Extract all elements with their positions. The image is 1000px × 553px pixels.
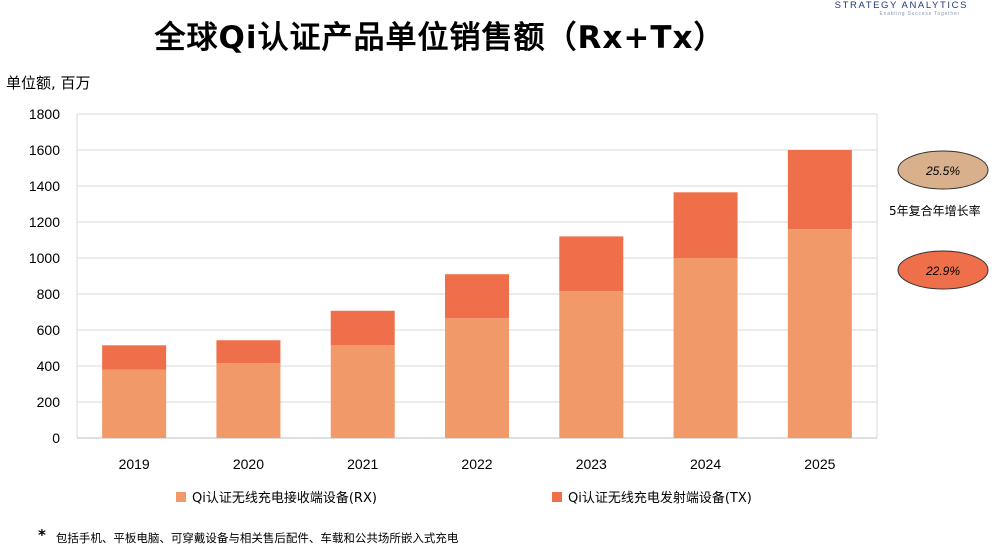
legend-item-tx: Qi认证无线充电发射端设备(TX): [552, 487, 752, 506]
cagr-value-rx: 25.5%: [925, 164, 960, 178]
y-tick-label: 1400: [29, 178, 60, 194]
bar-segment-tx: [559, 236, 624, 292]
legend-swatch-tx: [552, 491, 562, 502]
x-tick-label: 2019: [119, 456, 150, 472]
footnote: * 包括手机、平板电脑、可穿戴设备与相关售后配件、车载和公共场所嵌入式充电: [38, 526, 459, 546]
x-tick-label: 2025: [804, 456, 835, 472]
x-tick-label: 2022: [461, 456, 492, 472]
bar-segment-rx: [216, 363, 281, 438]
bar-segment-rx: [330, 345, 395, 438]
bar-segment-tx: [787, 150, 852, 230]
legend-swatch-rx: [176, 491, 186, 502]
y-tick-label: 600: [37, 322, 61, 338]
bar-segment-rx: [102, 369, 167, 438]
cagr-value-tx: 22.9%: [925, 264, 960, 278]
brand-logo: STRATEGY ANALYTICS: [834, 0, 968, 11]
bar-segment-tx: [216, 340, 281, 364]
x-tick-label: 2020: [233, 456, 264, 472]
chart-title: 全球Qi认证产品单位销售额（Rx+Tx）: [154, 20, 726, 56]
x-tick-label: 2023: [576, 456, 607, 472]
y-tick-label: 1000: [29, 250, 60, 266]
y-tick-label: 0: [52, 430, 60, 446]
y-tick-label: 1200: [29, 214, 60, 230]
bar-segment-rx: [787, 229, 852, 438]
y-tick-label: 800: [37, 286, 61, 302]
bar-segment-tx: [673, 192, 738, 258]
footnote-star: *: [38, 526, 46, 544]
y-tick-label: 200: [37, 394, 61, 410]
x-tick-label: 2024: [690, 456, 721, 472]
x-tick-label: 2021: [347, 456, 378, 472]
y-axis-unit-label: 单位额, 百万: [6, 74, 91, 92]
y-tick-label: 1800: [29, 106, 60, 122]
bar-segment-rx: [445, 318, 509, 438]
legend-label-rx: Qi认证无线充电接收端设备(RX): [192, 491, 377, 506]
y-tick-label: 400: [37, 358, 61, 374]
bar-segment-rx: [673, 258, 738, 438]
cagr-label: 5年复合年增长率: [889, 204, 981, 218]
cagr-badge-tx: [897, 250, 989, 290]
bar-segment-tx: [445, 274, 509, 319]
legend-label-tx: Qi认证无线充电发射端设备(TX): [568, 491, 752, 506]
brand-tagline: Enabling Success Together: [879, 11, 960, 17]
y-tick-label: 1600: [29, 142, 60, 158]
cagr-badge-rx: [897, 150, 989, 190]
bar-segment-rx: [559, 291, 624, 438]
legend-item-rx: Qi认证无线充电接收端设备(RX): [176, 487, 377, 506]
bar-segment-tx: [330, 310, 395, 346]
footnote-text: 包括手机、平板电脑、可穿戴设备与相关售后配件、车载和公共场所嵌入式充电: [55, 531, 459, 545]
bar-segment-tx: [102, 345, 167, 370]
